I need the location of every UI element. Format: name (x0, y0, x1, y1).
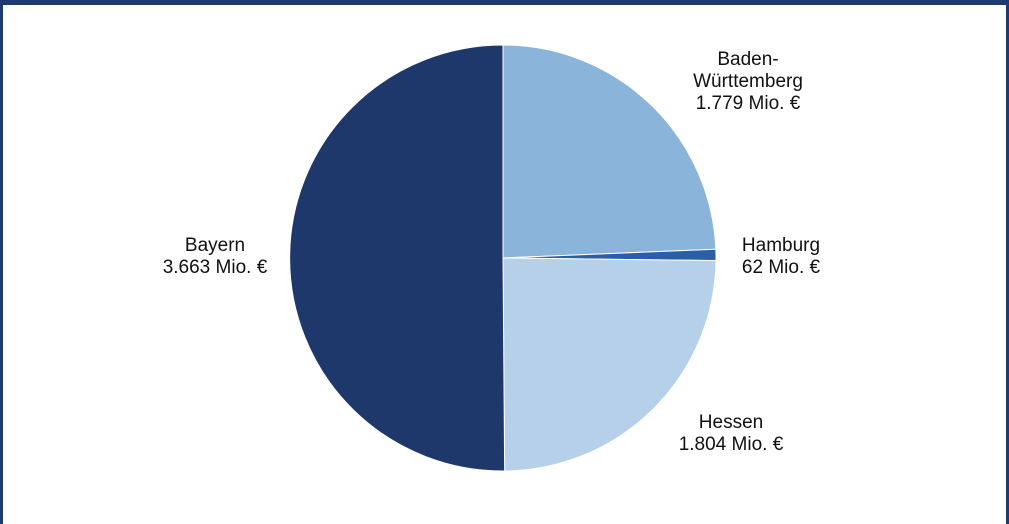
slice-label-baden-w-rttemberg: Baden-Württemberg 1.779 Mio. € (693, 49, 803, 114)
pie-slice-baden-w-rttemberg (502, 44, 717, 259)
top-border (0, 0, 1009, 5)
right-border (1006, 0, 1009, 524)
pie-slice-bayern (289, 44, 506, 472)
slice-label-hamburg: Hamburg 62 Mio. € (742, 235, 821, 278)
left-border (0, 0, 3, 524)
slice-label-bayern: Bayern 3.663 Mio. € (163, 235, 268, 278)
slice-label-hessen: Hessen 1.804 Mio. € (679, 412, 784, 455)
pie-labels: Baden-Württemberg 1.779 Mio. € Hamburg 62 M… (163, 49, 821, 455)
pie-slice-hessen (502, 257, 717, 472)
pie-slices (289, 44, 717, 472)
